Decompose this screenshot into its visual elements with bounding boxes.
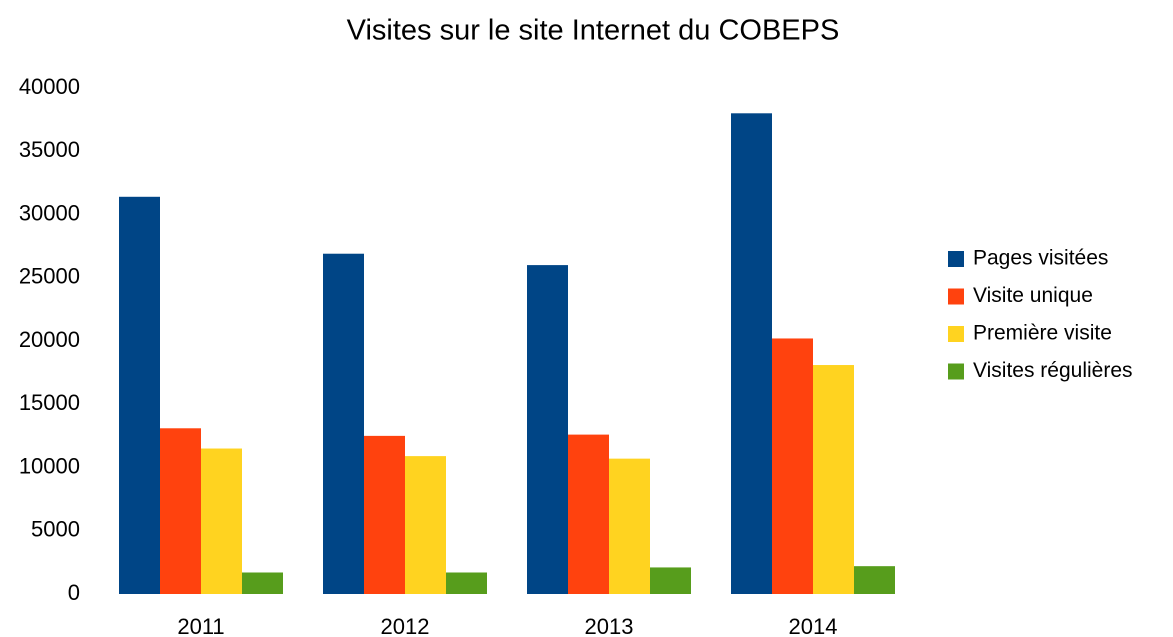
- y-tick-label: 10000: [19, 453, 80, 478]
- y-tick-label: 0: [68, 580, 80, 605]
- chart-title: Visites sur le site Internet du COBEPS: [347, 15, 840, 47]
- y-tick-label: 15000: [19, 390, 80, 415]
- y-tick-label: 20000: [19, 327, 80, 352]
- y-tick-label: 30000: [19, 200, 80, 225]
- y-tick-label: 5000: [31, 517, 80, 542]
- legend-label: Visite unique: [973, 284, 1093, 307]
- bar: [813, 365, 854, 594]
- x-tick-label: 2013: [585, 614, 634, 637]
- legend-swatch: [948, 363, 964, 380]
- bar: [854, 566, 895, 594]
- bar: [405, 456, 446, 594]
- legend-swatch: [948, 251, 964, 267]
- bar: [364, 435, 405, 594]
- legend-label: Pages visitées: [973, 247, 1108, 270]
- bar: [772, 338, 813, 594]
- bar: [527, 265, 568, 594]
- legend-swatch: [948, 288, 964, 305]
- y-tick-label: 25000: [19, 264, 80, 289]
- bar: [609, 458, 650, 594]
- bar: [731, 113, 772, 595]
- bar: [446, 572, 487, 594]
- bar: [242, 572, 283, 594]
- legend-label: Première visite: [973, 322, 1112, 345]
- y-tick-label: 40000: [19, 74, 80, 99]
- bar: [568, 434, 609, 594]
- bar: [323, 253, 364, 594]
- x-tick-label: 2012: [381, 614, 430, 637]
- legend-swatch: [948, 326, 964, 342]
- x-tick-label: 2014: [789, 614, 838, 637]
- legend-label: Visites régulières: [973, 359, 1133, 382]
- y-tick-label: 35000: [19, 137, 80, 162]
- bar: [650, 567, 691, 594]
- x-tick-label: 2011: [177, 614, 224, 637]
- bar: [201, 448, 242, 594]
- bar: [119, 196, 160, 595]
- bar: [160, 428, 201, 594]
